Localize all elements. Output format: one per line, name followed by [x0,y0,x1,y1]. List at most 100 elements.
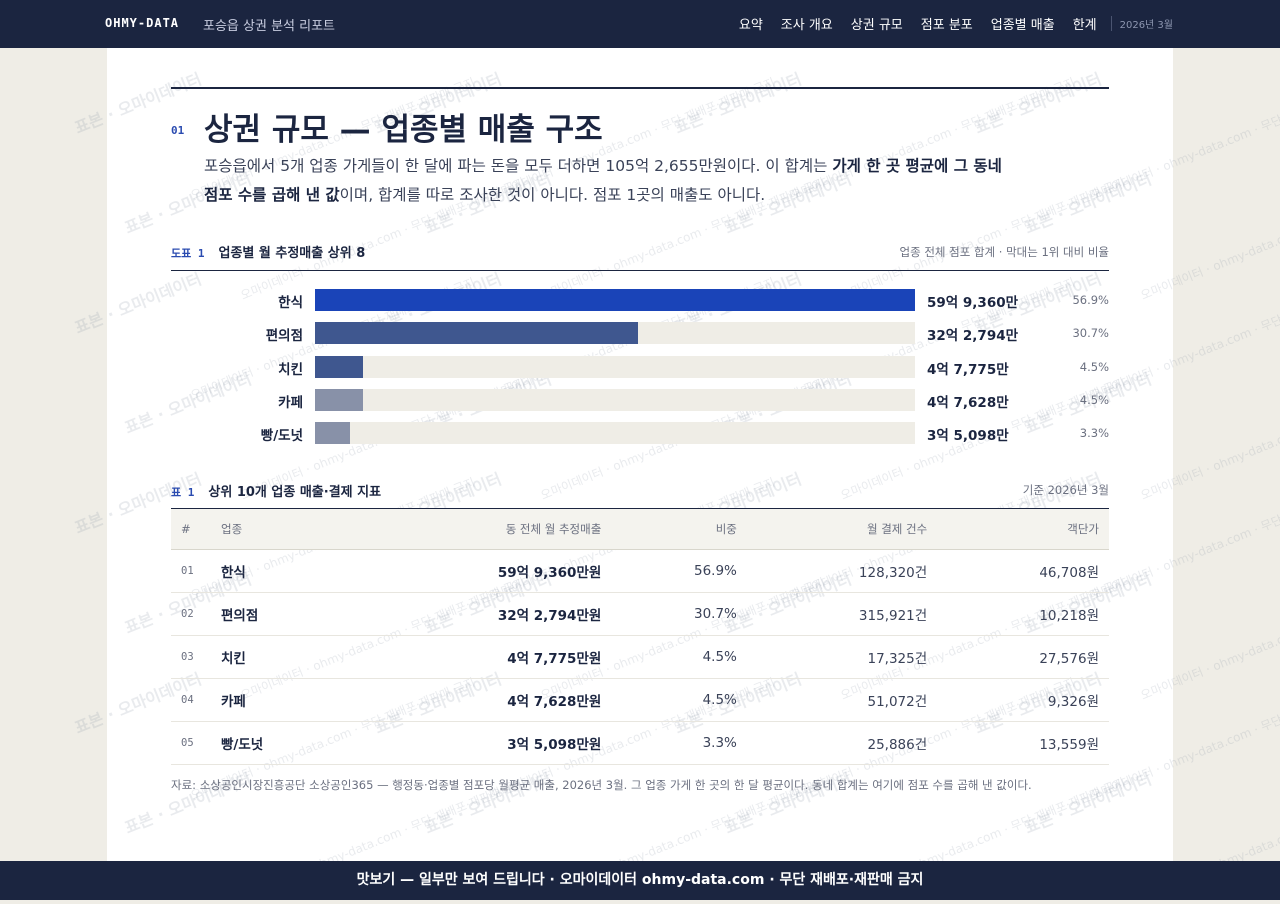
figure-rule [171,270,1109,271]
report-date: 2026년 3월 [1110,16,1173,31]
bar-row: 빵/도넛 3억 5,098만 3.3% [171,422,1109,445]
table-cell: 9,326원 [937,678,1109,722]
table-label: 표 1 [171,486,195,499]
table-cell: 편의점 [211,592,346,636]
lead-text: 포승읍에서 5개 업종 가게들이 한 달에 파는 돈을 모두 더하면 105억 … [204,157,833,175]
lead-emphasis: 가게 한 곳 평균에 그 동네 점포 수를 곱해 낸 값 [204,157,1002,204]
bar-track [315,388,915,411]
bar [315,388,363,411]
table-cell: 32억 2,794만원 [345,592,612,636]
bar [315,422,351,445]
bar-value-label: 32억 2,794만 [927,328,1019,345]
brand[interactable]: OHMY-DATA [105,16,180,30]
section-number: 01 [171,124,185,137]
table-cell: 128,320건 [746,549,938,593]
table-cell: 27,576원 [937,635,1109,679]
nav: 요약 조사 개요 상권 규모 점포 분포 업종별 매출 한계 2026년 3월 [721,14,1280,33]
bar-track [315,289,915,311]
table-note: 기준 2026년 3월 [1022,483,1109,497]
table-cell: 02 [171,592,211,636]
bar [315,289,915,311]
bar-share: 3.3% [1079,426,1109,441]
table-cell: 04 [171,678,211,722]
table-cell: 4억 7,775만원 [345,635,612,679]
figure-note: 업종 전체 점포 합계 · 막대는 1위 대비 비율 [899,245,1110,259]
figure-label: 도표 1 [171,247,205,260]
table-cell: 3억 5,098만원 [345,721,612,765]
table-row: 03 치킨 4억 7,775만원 4.5% 17,325건 27,576원 [171,635,1109,679]
table-cell: 4.5% [611,678,747,722]
bar-share: 56.9% [1072,293,1109,307]
data-table: # 업종 동 전체 월 추정매출 비중 월 결제 건수 객단가 01 한식 59억 9,360만… [171,509,1109,765]
section-title: 상권 규모 — 업종별 매출 구조 [204,112,603,148]
table-cell: 51,072건 [746,678,938,722]
nav-link[interactable]: 한계 [1072,18,1097,33]
nav-link[interactable]: 상권 규모 [850,18,903,33]
bar-track [315,355,915,378]
table-cell: 한식 [211,549,346,593]
table-body: 01 한식 59억 9,360만원 56.9% 128,320건 46,708원 02 편의점… [171,549,1109,765]
column-header: 업종 [211,509,346,550]
nav-link[interactable]: 조사 개요 [780,18,833,33]
table-cell: 4.5% [611,635,747,679]
bar-track [315,422,915,445]
bar-value-label: 59억 9,360만 [927,295,1019,311]
figure-heading: 도표 1 업종별 월 추정매출 상위 8 [171,242,365,261]
table-cell: 10,218원 [937,592,1109,636]
table-cell: 59억 9,360만원 [345,549,612,593]
column-header: 동 전체 월 추정매출 [345,509,612,550]
table-cell: 빵/도넛 [211,721,346,765]
table-cell: 치킨 [211,635,346,679]
table-title: 상위 10개 업종 매출·결제 지표 [208,485,382,500]
lead-paragraph: 포승읍에서 5개 업종 가게들이 한 달에 파는 돈을 모두 더하면 105억 … [204,152,1014,210]
nav-link[interactable]: 점포 분포 [920,18,973,33]
bar-value-label: 3억 5,098만 [927,428,1009,445]
bar-label: 치킨 [278,361,303,378]
table-cell: 46,708원 [937,549,1109,593]
table-cell: 01 [171,549,211,593]
table-row: 02 편의점 32억 2,794만원 30.7% 315,921건 10,218원 [171,592,1109,636]
bar-value-label: 4억 7,775만 [927,361,1009,378]
bar-track [315,322,915,345]
bar-label: 편의점 [265,328,303,345]
bar-value-label: 4억 7,628만 [927,394,1009,411]
top-bar: OHMY-DATA 포승읍 상권 분석 리포트 요약 조사 개요 상권 규모 점포 분… [0,0,1280,48]
table-cell: 25,886건 [746,721,938,765]
bar-row: 치킨 4억 7,775만 4.5% [171,355,1109,378]
table-cell: 30.7% [611,592,747,636]
bar [315,355,363,378]
footer-banner: 맛보기 — 일부만 보여 드립니다 · 오마이데이터 ohmy-data.com… [0,861,1280,900]
column-header: 객단가 [937,509,1109,550]
table-cell: 4억 7,628만원 [345,678,612,722]
column-header: 비중 [611,509,747,550]
bar-share: 30.7% [1072,326,1109,341]
column-header: # [171,509,211,550]
bar-label: 카페 [278,394,303,411]
table-cell: 3.3% [611,721,747,765]
bar-row: 한식 59억 9,360만 56.9% [171,289,1109,311]
nav-link[interactable]: 요약 [738,18,763,33]
table-row: 01 한식 59억 9,360만원 56.9% 128,320건 46,708원 [171,549,1109,593]
lead-text: 이며, 합계를 따로 조사한 것이 아니다. 점포 1곳의 매출도 아니다. [339,186,766,204]
bar-row: 카페 4억 7,628만 4.5% [171,388,1109,411]
table-cell: 17,325건 [746,635,938,679]
table-cell: 05 [171,721,211,765]
section-rule [171,87,1109,89]
bar [315,322,639,345]
report-subtitle: 포승읍 상권 분석 리포트 [203,19,335,34]
bar-share: 4.5% [1079,359,1109,374]
bar-label: 빵/도넛 [260,428,303,445]
figure-title: 업종별 월 추정매출 상위 8 [218,246,366,261]
table-cell: 03 [171,635,211,679]
table-cell: 13,559원 [937,721,1109,765]
bar-share: 4.5% [1079,392,1109,407]
bar-label: 한식 [278,295,303,311]
table-row: 05 빵/도넛 3억 5,098만원 3.3% 25,886건 13,559원 [171,721,1109,765]
table-cell: 315,921건 [746,592,938,636]
nav-link[interactable]: 업종별 매출 [990,18,1055,33]
table-cell: 56.9% [611,549,747,593]
bar-row: 편의점 32억 2,794만 30.7% [171,322,1109,345]
column-header: 월 결제 건수 [746,509,938,550]
table-rule [171,508,1109,509]
